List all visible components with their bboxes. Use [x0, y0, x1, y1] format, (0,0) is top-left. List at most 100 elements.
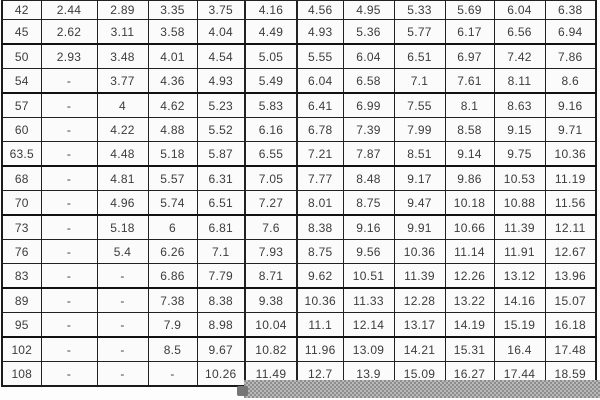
table-cell: 4.48 — [96, 141, 149, 167]
table-cell: 10.36 — [393, 239, 446, 264]
table-cell: 9.16 — [544, 92, 597, 118]
table-cell: - — [40, 165, 98, 191]
table-cell: 8.51 — [393, 141, 446, 167]
table-cell: 4.93 — [196, 68, 246, 94]
table-cell: 14.16 — [493, 287, 546, 313]
gray-dither-overlay — [244, 380, 600, 398]
row-header-cell: 102 — [1, 336, 42, 362]
table-cell: 6.86 — [147, 263, 198, 289]
table-cell: 6.78 — [296, 117, 344, 142]
table-cell: 6.04 — [296, 68, 344, 94]
table-cell: - — [40, 263, 98, 289]
table-cell: - — [40, 190, 98, 216]
table-cell: 3.48 — [96, 43, 149, 69]
table-cell: 6.26 — [147, 239, 198, 264]
table-cell: 7.42 — [493, 43, 546, 69]
table-cell: 4.96 — [96, 190, 149, 216]
table-cell: 14.19 — [444, 312, 495, 338]
table-cell: 5.49 — [244, 68, 298, 94]
table-cell: - — [96, 361, 149, 387]
table-cell: 6.81 — [196, 214, 246, 240]
table-cell: 10.36 — [296, 287, 344, 313]
table-cell: 11.96 — [296, 336, 344, 362]
table-cell: 9.62 — [296, 263, 344, 289]
table-row: 60-4.22 4.88 5.52 6.16 6.78 7.39 7.99 8.58 9.15 9… — [1, 117, 597, 142]
table-body: 42 2.44 2.89 3.35 3.75 4.16 4.56 4.95 5.33 5.69 6.… — [1, 0, 597, 387]
row-header-cell: 63.5 — [1, 141, 42, 167]
table-cell: 5.52 — [196, 117, 246, 142]
table-cell: 3.35 — [147, 0, 198, 20]
row-header-cell: 57 — [1, 92, 42, 118]
table-cell: - — [96, 312, 149, 338]
table-cell: 12.26 — [444, 263, 495, 289]
table-cell: 5.05 — [244, 43, 298, 69]
table-cell: 9.67 — [196, 336, 246, 362]
table-cell: 4.49 — [244, 19, 298, 45]
table-cell: 8.11 — [493, 68, 546, 94]
table-row: 57-4 4.62 5.23 5.83 6.41 6.99 7.55 8.1 8.63 9.16 — [1, 92, 597, 118]
table-cell: 7.79 — [196, 263, 246, 289]
table-cell: 4.04 — [196, 19, 246, 45]
table-cell: 8.6 — [544, 68, 597, 94]
table-cell: 4.01 — [147, 43, 198, 69]
table-cell: 12.14 — [342, 312, 395, 338]
table-cell: 12.28 — [393, 287, 446, 313]
table-cell: 5.74 — [147, 190, 198, 216]
table-cell: 2.44 — [40, 0, 98, 20]
table-cell: 13.96 — [544, 263, 597, 289]
row-header-cell: 108 — [1, 361, 42, 387]
table-cell: 7.27 — [244, 190, 298, 216]
table-cell: 10.18 — [444, 190, 495, 216]
table-cell: 4.95 — [342, 0, 395, 20]
table-cell: 2.93 — [40, 43, 98, 69]
table-cell: 9.15 — [493, 117, 546, 142]
table-cell: 11.56 — [544, 190, 597, 216]
table-cell: 8.48 — [342, 165, 395, 191]
table-cell: 12.11 — [544, 214, 597, 240]
table-cell: 5.87 — [196, 141, 246, 167]
table-cell: 4.88 — [147, 117, 198, 142]
table-cell: 5.55 — [296, 43, 344, 69]
row-header-cell: 83 — [1, 263, 42, 289]
table-cell: 3.75 — [196, 0, 246, 20]
table-cell: - — [40, 68, 98, 94]
table-cell: 11.1 — [296, 312, 344, 338]
row-header-cell: 54 — [1, 68, 42, 94]
table-cell: 8.71 — [244, 263, 298, 289]
table-row: 89- -7.38 8.38 9.38 10.36 11.33 12.28 13.22 14.1… — [1, 287, 597, 313]
table-cell: 9.91 — [393, 214, 446, 240]
row-header-cell: 95 — [1, 312, 42, 338]
row-header-cell: 68 — [1, 165, 42, 191]
table-cell: 14.21 — [393, 336, 446, 362]
table-cell: 10.82 — [244, 336, 298, 362]
table-cell: 5.18 — [147, 141, 198, 167]
table-row: 70-4.96 5.74 6.51 7.27 8.01 8.75 9.47 10.18 10.8… — [1, 190, 597, 216]
table-cell: 4.16 — [244, 0, 298, 20]
table-cell: 7.05 — [244, 165, 298, 191]
table-cell: 9.75 — [493, 141, 546, 167]
table-cell: 6.94 — [544, 19, 597, 45]
table-cell: 9.17 — [393, 165, 446, 191]
table-cell: 4.81 — [96, 165, 149, 191]
table-cell: 13.09 — [342, 336, 395, 362]
table-cell: 8.01 — [296, 190, 344, 216]
table-cell: - — [40, 312, 98, 338]
table-cell: 2.62 — [40, 19, 98, 45]
table-cell: 10.36 — [544, 141, 597, 167]
table-cell: 8.5 — [147, 336, 198, 362]
table-cell: 7.39 — [342, 117, 395, 142]
row-header-cell: 70 — [1, 190, 42, 216]
table-cell: 7.1 — [196, 239, 246, 264]
table-cell: 4.93 — [296, 19, 344, 45]
table-cell: 12.67 — [544, 239, 597, 264]
table-cell: 8.75 — [296, 239, 344, 264]
table-cell: 15.19 — [493, 312, 546, 338]
table-cell: 6.41 — [296, 92, 344, 118]
table-cell: - — [96, 336, 149, 362]
table-cell: 8.38 — [196, 287, 246, 313]
table-cell: 4.54 — [196, 43, 246, 69]
row-header-cell: 42 — [1, 0, 42, 20]
table-cell: - — [147, 361, 198, 387]
table-cell: 4.62 — [147, 92, 198, 118]
table-cell: 6.04 — [493, 0, 546, 20]
